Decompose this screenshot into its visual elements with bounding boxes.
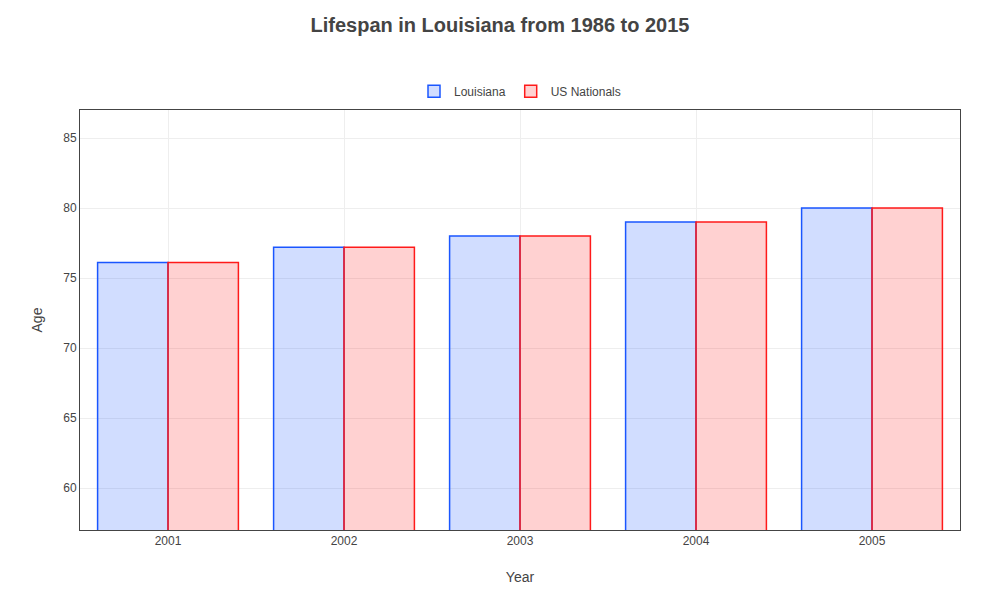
svg-text:2005: 2005 (859, 534, 886, 548)
svg-text:Louisiana: Louisiana (454, 85, 506, 99)
svg-text:60: 60 (63, 481, 77, 495)
svg-text:85: 85 (63, 131, 77, 145)
svg-text:Age: Age (29, 307, 45, 332)
svg-text:70: 70 (63, 341, 77, 355)
svg-text:2001: 2001 (155, 534, 182, 548)
svg-text:Lifespan in Louisiana from 198: Lifespan in Louisiana from 1986 to 2015 (310, 14, 689, 36)
svg-text:2002: 2002 (331, 534, 358, 548)
svg-text:2003: 2003 (507, 534, 534, 548)
svg-text:Year: Year (506, 569, 535, 585)
svg-text:80: 80 (63, 201, 77, 215)
svg-text:65: 65 (63, 411, 77, 425)
svg-text:US Nationals: US Nationals (551, 85, 621, 99)
svg-text:2004: 2004 (683, 534, 710, 548)
svg-text:75: 75 (63, 271, 77, 285)
